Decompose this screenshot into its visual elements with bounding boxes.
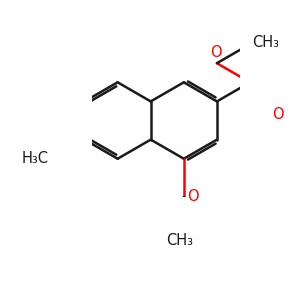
Text: CH₃: CH₃: [253, 35, 280, 50]
Text: H₃C: H₃C: [22, 151, 49, 166]
Text: O: O: [272, 106, 284, 122]
Text: CH₃: CH₃: [166, 232, 193, 247]
Text: O: O: [187, 190, 199, 205]
Text: O: O: [210, 45, 221, 60]
